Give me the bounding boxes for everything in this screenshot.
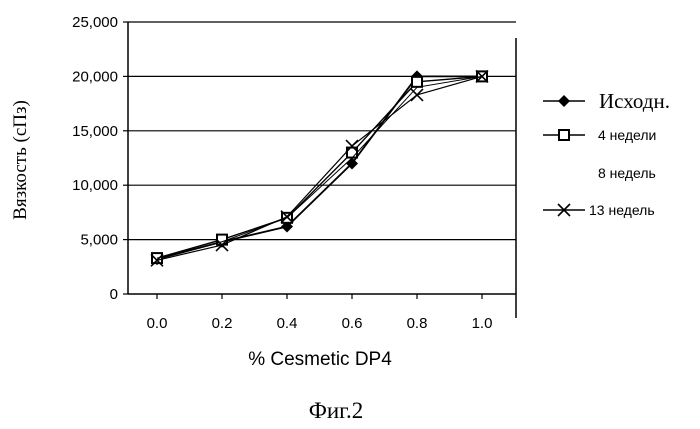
legend: Исходн. 4 недели 8 недель 13 недель [543,89,670,218]
x-tick-label: 0.0 [147,315,168,332]
legend-item: 13 недель [543,202,655,218]
series-3 [151,70,488,266]
x-tick-label: 0.2 [212,315,233,332]
series-line [157,76,482,260]
series-line [157,76,482,258]
data-series [151,70,488,266]
y-tick-label: 5,000 [80,232,118,249]
y-tick-labels: 0 5,000 10,000 15,000 20,000 25,000 [72,14,128,303]
legend-label: 8 недель [598,165,656,181]
legend-marker [559,130,569,140]
legend-marker [558,95,570,107]
x-tick-label: 0.4 [277,315,298,332]
series-0 [151,70,488,265]
series-2 [157,76,482,258]
x-tick-label: 0.6 [342,315,363,332]
legend-item: Исходн. [543,89,670,113]
y-tick-label: 15,000 [72,123,118,140]
x-tick-labels: 0.0 0.2 0.4 0.6 0.8 1.0 [147,294,493,332]
y-axis-title: Вязкость (сПз) [10,100,31,220]
grid-lines [128,22,516,240]
legend-label: 4 недели [598,127,656,143]
y-tick-label: 20,000 [72,68,118,85]
x-tick-label: 0.8 [407,315,428,332]
y-tick-label: 10,000 [72,177,118,194]
y-tick-label: 25,000 [72,14,118,31]
data-point [412,77,422,87]
series-line [157,76,482,259]
legend-item: 4 недели [543,127,656,143]
series-line [157,76,482,258]
data-point [411,89,423,101]
series-1 [152,71,487,263]
legend-label: Исходн. [599,89,670,113]
x-tick-label: 1.0 [472,315,493,332]
legend-label: 13 недель [589,202,655,218]
figure-caption: Фиг.2 [309,398,364,423]
x-axis-title: % Cesmetic DP4 [248,349,392,370]
y-tick-label: 0 [110,286,118,303]
legend-item: 8 недель [598,165,656,181]
